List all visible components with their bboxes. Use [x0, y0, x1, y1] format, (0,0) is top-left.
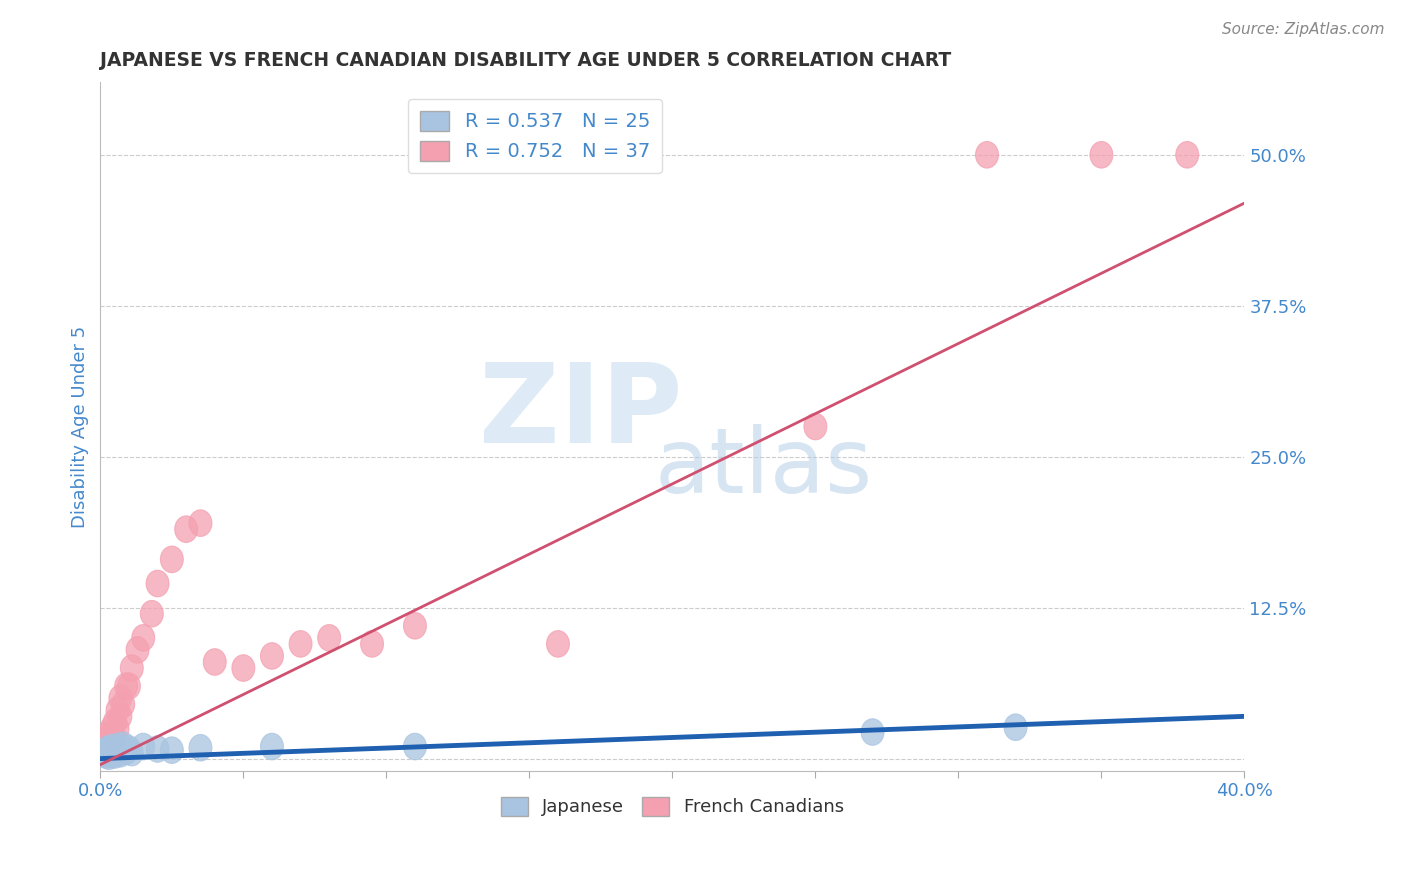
Ellipse shape — [132, 733, 155, 760]
Ellipse shape — [103, 742, 127, 768]
Ellipse shape — [100, 715, 124, 742]
Text: JAPANESE VS FRENCH CANADIAN DISABILITY AGE UNDER 5 CORRELATION CHART: JAPANESE VS FRENCH CANADIAN DISABILITY A… — [100, 51, 952, 70]
Text: Source: ZipAtlas.com: Source: ZipAtlas.com — [1222, 22, 1385, 37]
Ellipse shape — [188, 510, 212, 536]
Ellipse shape — [112, 737, 135, 764]
Ellipse shape — [94, 727, 118, 754]
Text: atlas: atlas — [655, 424, 873, 512]
Ellipse shape — [146, 570, 169, 597]
Ellipse shape — [91, 739, 115, 766]
Ellipse shape — [360, 631, 384, 657]
Ellipse shape — [103, 709, 127, 736]
Ellipse shape — [112, 691, 135, 717]
Ellipse shape — [260, 642, 284, 669]
Ellipse shape — [108, 685, 132, 712]
Ellipse shape — [105, 733, 129, 760]
Ellipse shape — [804, 413, 827, 440]
Legend: Japanese, French Canadians: Japanese, French Canadians — [494, 789, 851, 823]
Ellipse shape — [160, 737, 183, 764]
Ellipse shape — [115, 738, 138, 764]
Ellipse shape — [404, 733, 426, 760]
Ellipse shape — [105, 715, 129, 742]
Ellipse shape — [146, 736, 169, 763]
Ellipse shape — [100, 740, 124, 767]
Ellipse shape — [97, 743, 121, 770]
Ellipse shape — [127, 637, 149, 664]
Ellipse shape — [94, 737, 118, 764]
Ellipse shape — [160, 546, 183, 573]
Ellipse shape — [94, 742, 118, 768]
Ellipse shape — [404, 613, 426, 639]
Ellipse shape — [318, 624, 340, 651]
Ellipse shape — [94, 736, 118, 763]
Ellipse shape — [188, 734, 212, 761]
Ellipse shape — [547, 631, 569, 657]
Ellipse shape — [103, 723, 127, 750]
Ellipse shape — [121, 739, 143, 766]
Ellipse shape — [1175, 142, 1199, 168]
Text: ZIP: ZIP — [479, 359, 682, 467]
Ellipse shape — [118, 736, 141, 763]
Ellipse shape — [108, 703, 132, 730]
Ellipse shape — [100, 734, 124, 761]
Y-axis label: Disability Age Under 5: Disability Age Under 5 — [72, 326, 89, 528]
Ellipse shape — [97, 731, 121, 757]
Ellipse shape — [141, 600, 163, 627]
Ellipse shape — [118, 673, 141, 699]
Ellipse shape — [103, 738, 127, 764]
Ellipse shape — [174, 516, 198, 542]
Ellipse shape — [91, 733, 115, 760]
Ellipse shape — [1004, 714, 1026, 740]
Ellipse shape — [108, 740, 132, 767]
Ellipse shape — [132, 624, 155, 651]
Ellipse shape — [105, 739, 129, 766]
Ellipse shape — [290, 631, 312, 657]
Ellipse shape — [204, 648, 226, 675]
Ellipse shape — [976, 142, 998, 168]
Ellipse shape — [260, 733, 284, 760]
Ellipse shape — [1090, 142, 1112, 168]
Ellipse shape — [121, 655, 143, 681]
Ellipse shape — [100, 727, 124, 754]
Ellipse shape — [97, 736, 121, 763]
Ellipse shape — [105, 697, 129, 723]
Ellipse shape — [860, 719, 884, 746]
Ellipse shape — [112, 732, 135, 758]
Ellipse shape — [232, 655, 254, 681]
Ellipse shape — [115, 673, 138, 699]
Ellipse shape — [91, 739, 115, 766]
Ellipse shape — [97, 721, 121, 747]
